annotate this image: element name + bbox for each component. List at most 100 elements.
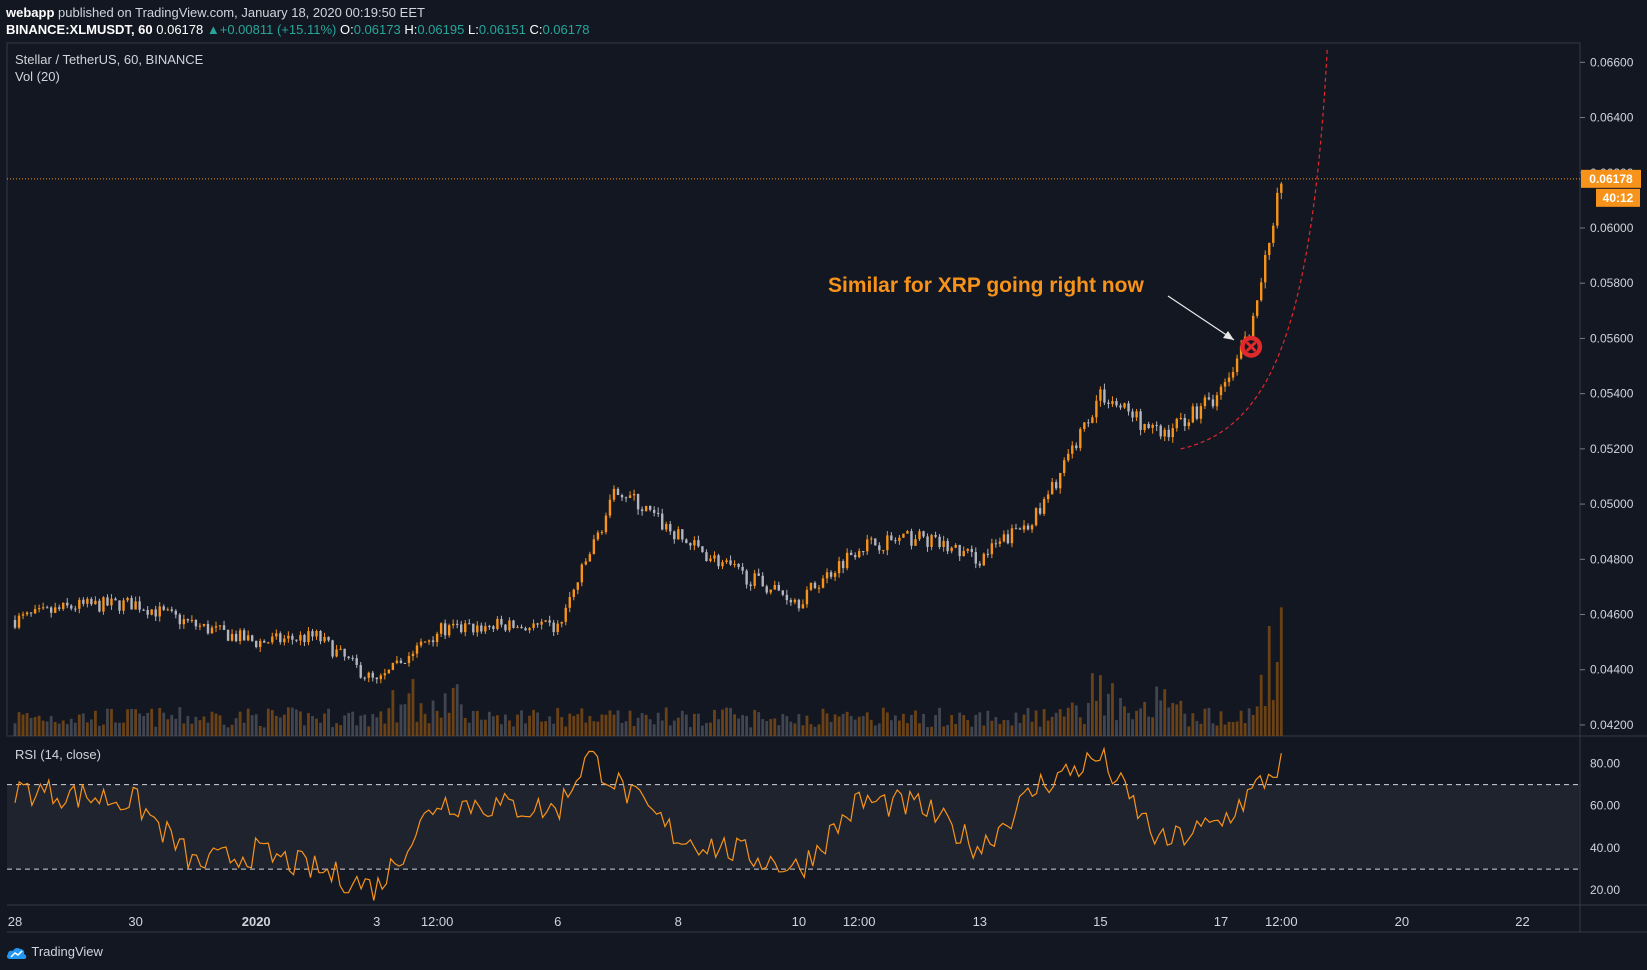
volume-bar xyxy=(170,714,174,736)
candle-body xyxy=(966,548,969,551)
volume-bar xyxy=(648,719,652,736)
candle-body xyxy=(1276,192,1279,226)
publisher-name[interactable]: webapp xyxy=(6,5,55,20)
candle-body xyxy=(733,564,736,566)
volume-bar xyxy=(343,715,347,736)
volume-bar xyxy=(210,711,214,736)
candle-body xyxy=(158,606,161,617)
volume-bar xyxy=(1135,710,1138,736)
candle-body xyxy=(741,566,744,571)
volume-label: Vol (20) xyxy=(15,69,60,84)
volume-bar xyxy=(53,721,57,736)
candle-body xyxy=(283,638,286,643)
candle-body xyxy=(942,540,945,547)
candle-body xyxy=(568,596,571,608)
volume-bar xyxy=(757,712,761,736)
candle-body xyxy=(190,619,194,621)
volume-bar xyxy=(869,719,873,736)
volume-bar xyxy=(918,723,921,736)
candle-body xyxy=(500,618,503,625)
candle-body xyxy=(234,633,238,642)
time-tick-label: 10 xyxy=(792,914,806,929)
candle-body xyxy=(978,563,981,566)
ohlc-legend: BINANCE:XLMUSDT, 60 0.06178 ▲+0.00811 (+… xyxy=(6,22,589,37)
candle-body xyxy=(395,660,399,663)
volume-bar xyxy=(640,713,644,736)
volume-bar xyxy=(837,716,841,736)
volume-bar xyxy=(556,708,560,736)
volume-bar xyxy=(709,722,712,736)
volume-bar xyxy=(238,711,242,736)
volume-bar xyxy=(459,704,463,736)
volume-bar xyxy=(186,716,190,736)
volume-bar xyxy=(600,714,604,736)
candle-body xyxy=(612,488,616,500)
annotation-text[interactable]: Similar for XRP going right now xyxy=(828,274,1144,297)
candle-body xyxy=(624,497,628,499)
candle-body xyxy=(705,552,708,562)
candle-body xyxy=(1002,534,1006,542)
volume-bar xyxy=(628,710,632,736)
volume-bar xyxy=(41,720,45,736)
volume-bar xyxy=(102,724,105,736)
volume-bar xyxy=(174,718,178,736)
volume-bar xyxy=(262,727,266,736)
time-tick-label: 17 xyxy=(1214,914,1228,929)
volume-bar xyxy=(487,711,491,736)
time-tick-label: 28 xyxy=(8,914,22,929)
volume-bar xyxy=(1131,719,1134,736)
publish-info: webapp published on TradingView.com, Jan… xyxy=(6,5,425,20)
volume-bar xyxy=(1070,702,1074,736)
volume-bar xyxy=(672,720,676,736)
volume-bar xyxy=(1247,708,1251,736)
candle-body xyxy=(443,623,447,636)
candle-body xyxy=(974,551,977,564)
candle-body xyxy=(106,597,109,606)
candle-body xyxy=(174,610,177,615)
price-tick-label: 0.06000 xyxy=(1590,221,1634,235)
volume-bar xyxy=(922,713,925,736)
candle-body xyxy=(403,663,407,665)
tradingview-logo-text[interactable]: TradingView xyxy=(31,944,103,959)
volume-bar xyxy=(592,721,596,736)
candle-body xyxy=(110,598,113,606)
candle-body xyxy=(1183,417,1187,427)
volume-bar xyxy=(363,714,367,736)
volume-bar xyxy=(1267,626,1271,736)
candle-body xyxy=(307,631,310,643)
volume-bar xyxy=(902,713,905,736)
volume-bar xyxy=(471,710,475,736)
volume-bar xyxy=(692,713,696,736)
volume-bar xyxy=(230,724,234,736)
candle-body xyxy=(894,540,897,542)
candles xyxy=(13,181,1283,684)
time-axis[interactable]: 28 30 2020 3 12:00 6 8 10 12:00 13 15 17 12:00 20 22 xyxy=(8,914,1530,929)
volume-bar xyxy=(323,713,326,736)
candle-body xyxy=(1038,508,1042,514)
candle-body xyxy=(1022,525,1026,530)
close-label: C: xyxy=(529,22,543,37)
candle-body xyxy=(853,555,857,558)
candle-body xyxy=(1107,402,1110,404)
volume-bar xyxy=(1006,720,1010,736)
candle-body xyxy=(576,582,579,590)
close-x-icon[interactable] xyxy=(1240,335,1263,358)
candle-body xyxy=(990,543,994,555)
volume-bar xyxy=(797,714,801,736)
symbol-label[interactable]: BINANCE:XLMUSDT, 60 xyxy=(6,22,153,37)
volume-bar xyxy=(528,715,531,736)
rsi-axis[interactable]: 80.00 60.00 40.00 20.00 xyxy=(1590,756,1620,897)
volume-bar xyxy=(399,704,403,736)
volume-bar xyxy=(1078,717,1082,736)
candle-body xyxy=(773,584,776,590)
candle-body xyxy=(1046,494,1050,500)
volume-bar xyxy=(1111,683,1114,736)
countdown-tag-text: 40:12 xyxy=(1603,191,1634,205)
price-axis[interactable]: 0.066000.064000.062000.060000.058000.056… xyxy=(1580,55,1634,732)
volume-bar xyxy=(636,717,640,736)
volume-bar xyxy=(258,725,262,736)
volume-bar xyxy=(206,722,210,736)
volume-bar xyxy=(122,722,125,736)
volume-bar xyxy=(801,725,805,736)
